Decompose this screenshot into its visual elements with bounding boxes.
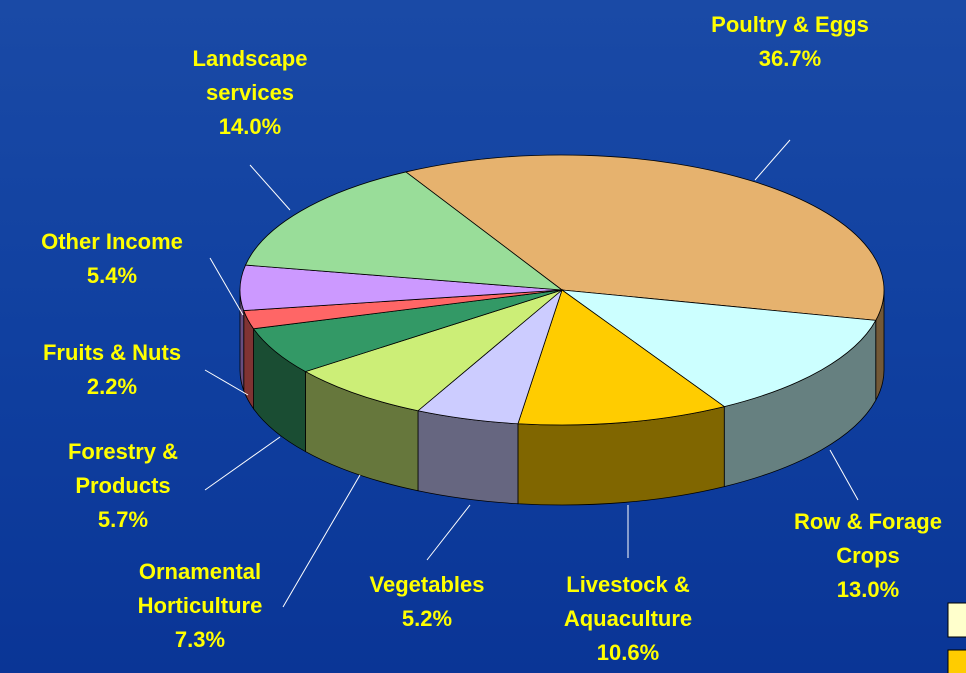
leader-line: [754, 139, 791, 181]
category-label: Forestry & Products: [67, 439, 179, 498]
value-label: 13.0%: [836, 577, 900, 602]
pie-slice: [244, 171, 564, 291]
value-label: 2.2%: [86, 374, 138, 399]
legend-swatch: [947, 649, 966, 673]
pie-slice: [560, 289, 877, 408]
pie-slice: [404, 154, 885, 321]
leader-line: [282, 474, 361, 608]
leader-line: [204, 369, 249, 396]
value-label: 5.2%: [401, 606, 453, 631]
pie-slice: [517, 289, 726, 426]
value-label: 10.6%: [596, 640, 660, 665]
slice-label: Landscape services 14.0%: [165, 42, 335, 144]
leader-line: [249, 164, 291, 211]
slice-label: Vegetables 5.2%: [342, 568, 512, 636]
pie-slice: [304, 289, 563, 412]
category-label: Vegetables: [369, 572, 485, 597]
value-label: 5.7%: [97, 507, 149, 532]
category-label: Row & Forage Crops: [794, 509, 942, 568]
slice-label: Fruits & Nuts 2.2%: [12, 336, 212, 404]
leader-line: [209, 257, 244, 316]
slice-label: Row & Forage Crops 13.0%: [768, 505, 966, 607]
category-label: Landscape services: [192, 46, 308, 105]
category-label: Livestock & Aquaculture: [563, 572, 693, 631]
slice-label: Livestock & Aquaculture 10.6%: [528, 568, 728, 670]
slice-label: Other Income 5.4%: [12, 225, 212, 293]
slice-label: Poultry & Eggs 36.7%: [710, 8, 870, 76]
pie-side: [417, 410, 519, 505]
leader-line: [426, 504, 471, 561]
category-label: Fruits & Nuts: [42, 340, 182, 365]
value-label: 36.7%: [758, 46, 822, 71]
slice-label: Ornamental Horticulture 7.3%: [110, 555, 290, 657]
value-label: 14.0%: [218, 114, 282, 139]
category-label: Poultry & Eggs: [711, 12, 869, 37]
value-label: 5.4%: [86, 263, 138, 288]
legend-swatch: [947, 602, 966, 638]
category-label: Ornamental Horticulture: [137, 559, 263, 618]
category-label: Other Income: [41, 229, 183, 254]
value-label: 7.3%: [174, 627, 226, 652]
slice-label: Forestry & Products 5.7%: [43, 435, 203, 537]
leader-line: [204, 436, 281, 491]
leader-line: [829, 449, 859, 501]
